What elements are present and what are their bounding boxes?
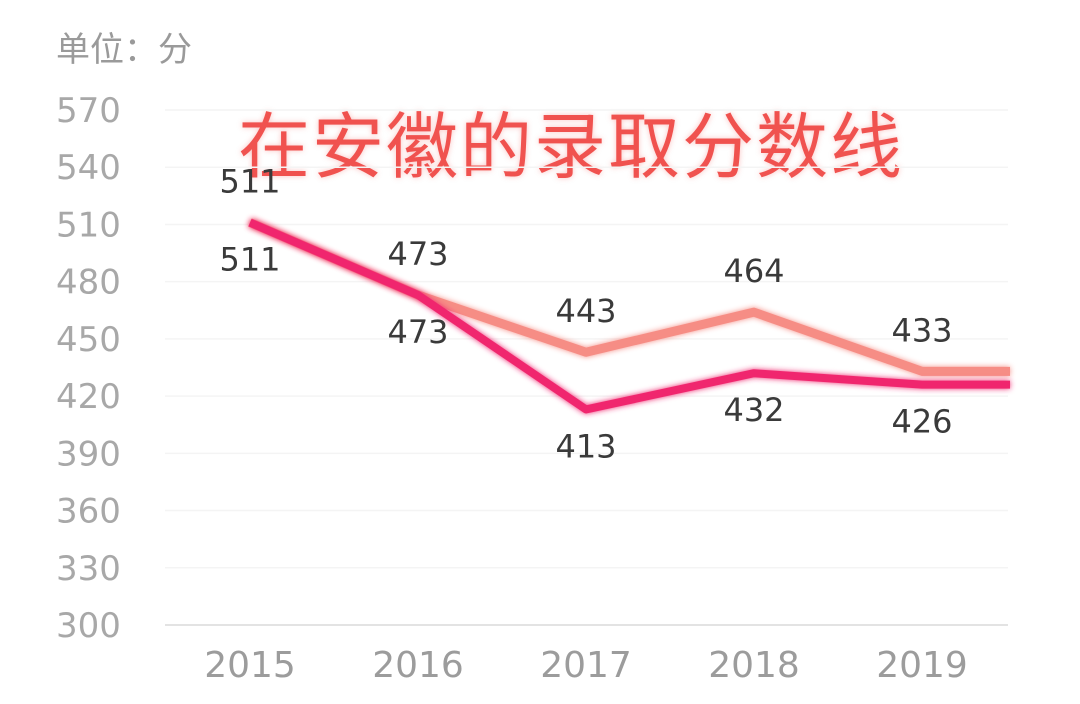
- data-label: 511: [219, 163, 280, 201]
- data-label: 473: [387, 235, 448, 273]
- data-label: 413: [555, 427, 616, 465]
- y-tick-label: 480: [56, 263, 121, 303]
- y-tick-label: 510: [56, 205, 121, 245]
- data-label: 443: [555, 292, 616, 330]
- y-tick-label: 330: [56, 549, 121, 589]
- x-tick-label: 2019: [876, 645, 968, 686]
- data-label: 464: [723, 252, 784, 290]
- y-tick-label: 300: [56, 606, 121, 646]
- y-tick-label: 570: [56, 91, 121, 131]
- series-line-2: [248, 218, 1010, 414]
- chart-title: 在安徽的录取分数线: [238, 105, 905, 189]
- data-label: 433: [891, 311, 952, 349]
- data-label: 511: [219, 241, 280, 279]
- x-tick-label: 2016: [372, 645, 464, 686]
- unit-label: 单位：分: [56, 30, 192, 70]
- y-tick-label: 390: [56, 434, 121, 474]
- x-axis-ticks: 2015 2016 2017 2018 2019: [204, 645, 968, 686]
- x-tick-label: 2015: [204, 645, 296, 686]
- y-tick-label: 420: [56, 377, 121, 417]
- y-tick-label: 360: [56, 492, 121, 532]
- x-tick-label: 2017: [540, 645, 632, 686]
- x-tick-label: 2018: [708, 645, 800, 686]
- y-tick-label: 450: [56, 320, 121, 360]
- grid-lines: [165, 109, 1008, 626]
- data-label: 426: [891, 403, 952, 441]
- data-labels: 511 473 443 464 433 511 473 413 432 426: [219, 163, 952, 466]
- data-label: 473: [387, 313, 448, 351]
- data-label: 432: [723, 391, 784, 429]
- series-lines: [248, 218, 1010, 414]
- y-axis-ticks: 570 540 510 480 450 420 390 360 330 300: [56, 91, 121, 646]
- y-tick-label: 540: [56, 148, 121, 188]
